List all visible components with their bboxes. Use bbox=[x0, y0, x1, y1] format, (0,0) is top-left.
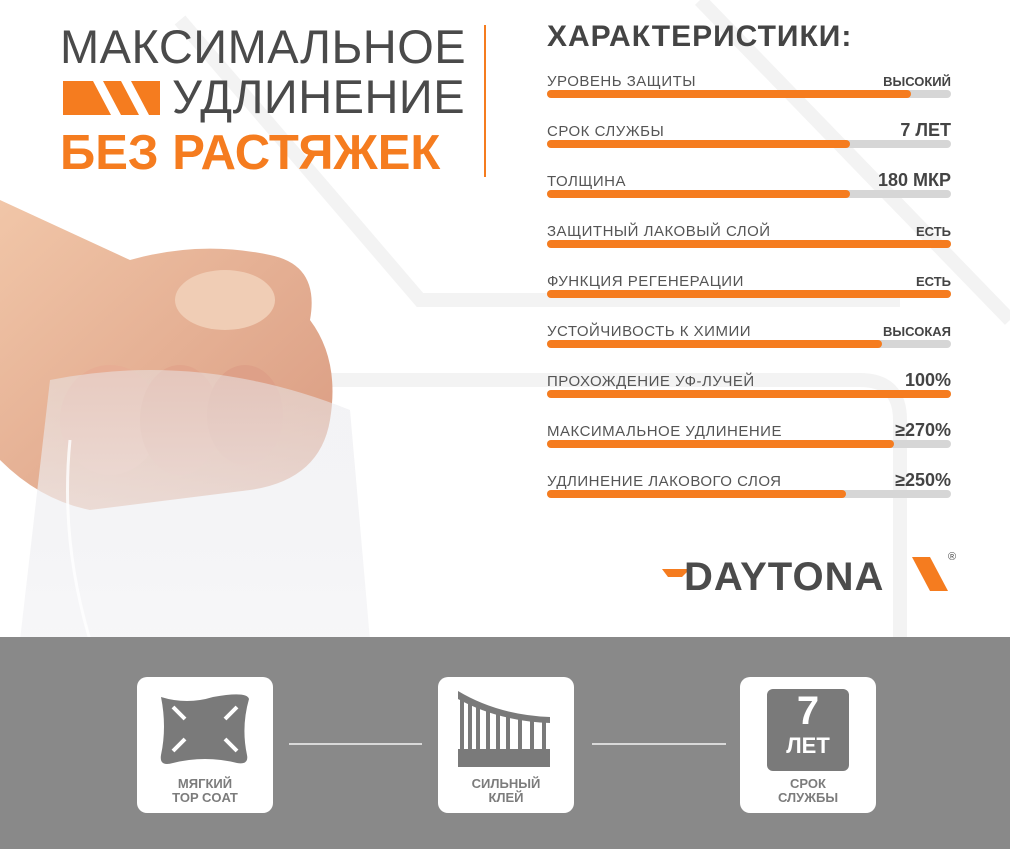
spec-level-fill bbox=[547, 290, 951, 298]
daytona-logo: DAYTONA ® bbox=[660, 551, 956, 600]
headline-line2: УДЛИНЕНИЕ bbox=[172, 70, 466, 123]
spec-level-bar bbox=[547, 440, 951, 448]
spec-row: ТОЛЩИНА 180 МКР bbox=[547, 170, 951, 213]
spec-level-bar bbox=[547, 290, 951, 298]
spec-row: УДЛИНЕНИЕ ЛАКОВОГО СЛОЯ ≥250% bbox=[547, 470, 951, 513]
spec-label: ТОЛЩИНА bbox=[547, 173, 627, 190]
spec-label: МАКСИМАЛЬНОЕ УДЛИНЕНИЕ bbox=[547, 423, 782, 440]
spec-value: 180 МКР bbox=[877, 170, 951, 190]
spec-level-bar bbox=[547, 190, 951, 198]
spec-value: ≥250% bbox=[895, 470, 951, 490]
spec-row: ЗАЩИТНЫЙ ЛАКОВЫЙ СЛОЙ ЕСТЬ bbox=[547, 223, 951, 263]
headline-line3: БЕЗ РАСТЯЖЕК bbox=[60, 126, 441, 180]
spec-level-bar bbox=[547, 340, 951, 348]
spec-level-fill bbox=[547, 340, 883, 348]
spec-level-bar bbox=[547, 90, 951, 98]
spec-value: ЕСТЬ bbox=[915, 274, 951, 289]
adhesive-icon bbox=[458, 691, 550, 767]
registered-mark: ® bbox=[948, 551, 958, 563]
feature-caption-line2: СЛУЖБЫ bbox=[777, 790, 839, 805]
hand-with-film-image bbox=[0, 200, 370, 640]
spec-label: ПРОХОЖДЕНИЕ УФ-ЛУЧЕЙ bbox=[547, 373, 755, 390]
connector-line bbox=[592, 743, 726, 745]
spec-label: УРОВЕНЬ ЗАЩИТЫ bbox=[547, 73, 697, 90]
spec-value: ≥270% bbox=[895, 420, 951, 440]
badge-number: 7 bbox=[796, 689, 820, 733]
spec-row: МАКСИМАЛЬНОЕ УДЛИНЕНИЕ ≥270% bbox=[547, 420, 951, 463]
spec-level-fill bbox=[547, 140, 850, 148]
spec-label: ФУНКЦИЯ РЕГЕНЕРАЦИИ bbox=[547, 273, 744, 290]
spec-label: СРОК СЛУЖБЫ bbox=[547, 123, 665, 140]
specs-title: ХАРАКТЕРИСТИКИ: bbox=[547, 20, 853, 53]
spec-row: СРОК СЛУЖБЫ 7 ЛЕТ bbox=[547, 120, 951, 163]
spec-value: 7 ЛЕТ bbox=[900, 120, 951, 140]
feature-caption-line1: МЯГКИЙ bbox=[177, 776, 233, 791]
feature-card-adhesive: СИЛЬНЫЙ КЛЕЙ bbox=[438, 677, 574, 813]
spec-level-bar bbox=[547, 390, 951, 398]
spec-row: ФУНКЦИЯ РЕГЕНЕРАЦИИ ЕСТЬ bbox=[547, 273, 951, 313]
feature-card-lifetime: 7 ЛЕТ СРОК СЛУЖБЫ bbox=[740, 677, 876, 813]
badge-unit: ЛЕТ bbox=[786, 733, 830, 758]
spec-row: ПРОХОЖДЕНИЕ УФ-ЛУЧЕЙ 100% bbox=[547, 370, 951, 413]
spec-level-fill bbox=[547, 440, 895, 448]
connector-line bbox=[289, 743, 422, 745]
logo-text: DAYTONA bbox=[684, 555, 885, 599]
feature-caption-line2: КЛЕЙ bbox=[488, 790, 524, 805]
spec-level-fill bbox=[547, 240, 951, 248]
spec-value: ЕСТЬ bbox=[915, 224, 951, 239]
spec-level-bar bbox=[547, 240, 951, 248]
spec-value: 100% bbox=[904, 370, 951, 390]
spec-label: УДЛИНЕНИЕ ЛАКОВОГО СЛОЯ bbox=[547, 473, 782, 490]
headline-line1: МАКСИМАЛЬНОЕ bbox=[60, 20, 467, 73]
spec-level-fill bbox=[547, 90, 911, 98]
stretch-arrows-icon bbox=[160, 694, 249, 764]
divider bbox=[484, 25, 486, 177]
seven-years-icon: 7 ЛЕТ bbox=[767, 689, 849, 771]
spec-level-fill bbox=[547, 490, 846, 498]
feature-card-topcoat: МЯГКИЙ TOP COAT bbox=[137, 677, 273, 813]
accent-stripes-icon bbox=[63, 81, 160, 115]
feature-caption-line2: TOP COAT bbox=[172, 790, 238, 805]
feature-caption-line1: СИЛЬНЫЙ bbox=[471, 776, 541, 791]
spec-level-bar bbox=[547, 140, 951, 148]
spec-label: ЗАЩИТНЫЙ ЛАКОВЫЙ СЛОЙ bbox=[547, 223, 771, 240]
spec-level-bar bbox=[547, 490, 951, 498]
spec-level-fill bbox=[547, 390, 951, 398]
spec-value: ВЫСОКАЯ bbox=[883, 324, 951, 339]
spec-label: УСТОЙЧИВОСТЬ К ХИМИИ bbox=[547, 323, 752, 340]
spec-row: УРОВЕНЬ ЗАЩИТЫ ВЫСОКИЙ bbox=[547, 73, 951, 113]
spec-row: УСТОЙЧИВОСТЬ К ХИМИИ ВЫСОКАЯ bbox=[547, 323, 951, 363]
feature-caption-line1: СРОК bbox=[790, 776, 826, 791]
spec-level-fill bbox=[547, 190, 850, 198]
spec-value: ВЫСОКИЙ bbox=[883, 74, 951, 89]
